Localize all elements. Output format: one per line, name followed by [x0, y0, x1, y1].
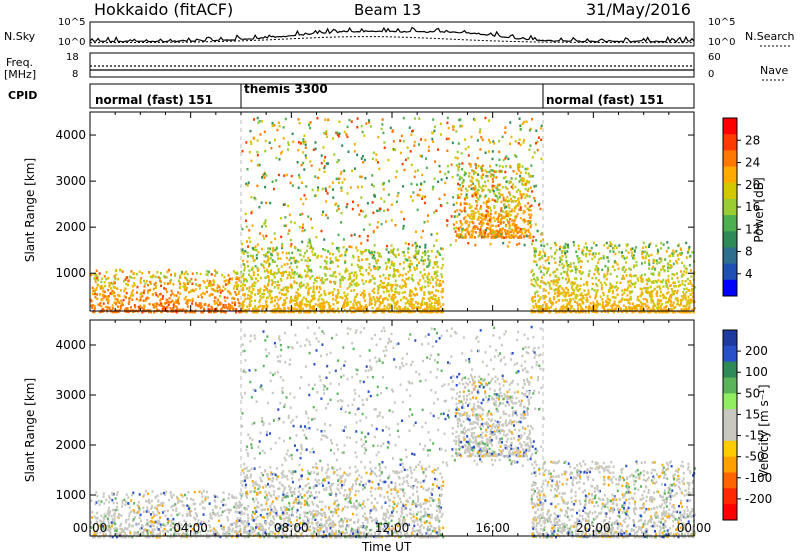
velocity-colorbar-swatch: [723, 330, 737, 347]
freq-axis-top: 18: [66, 52, 79, 63]
power-colorbar-swatch: [723, 166, 737, 184]
velocity-colorbar-tick-label: 50: [745, 386, 760, 400]
nsearch-axis-top: 10^5: [708, 17, 736, 28]
velocity-colorbar-tick-label: -50: [745, 450, 765, 464]
power-colorbar-swatch: [723, 215, 737, 232]
nsky-axis-bottom: 10^0: [58, 37, 86, 48]
power-colorbar-tick-label: 12: [745, 222, 760, 236]
freq-label: Freq.: [6, 56, 34, 69]
x-tick-label: 04:00: [173, 521, 208, 535]
power-colorbar-swatch: [723, 118, 737, 135]
date-title: 31/May/2016: [586, 0, 691, 19]
nsky-label: N.Sky: [4, 30, 36, 43]
power-colorbar-tick-label: 4: [745, 267, 753, 281]
cpid-label: CPID: [8, 89, 38, 102]
power-scatter: [90, 116, 696, 314]
velocity-colorbar-swatch: [723, 504, 737, 521]
nave-label: Nave: [760, 64, 789, 77]
x-tick-label: 20:00: [576, 521, 611, 535]
station-title: Hokkaido (fitACF): [94, 0, 234, 19]
velocity-colorbar-tick-label: 100: [745, 365, 768, 379]
y-tick-label: 1000: [55, 266, 86, 280]
velocity-colorbar-swatch: [723, 393, 737, 410]
velocity-colorbar-swatch: [723, 377, 737, 394]
power-colorbar-tick-label: 16: [745, 200, 760, 214]
y-tick-label: 2000: [55, 438, 86, 452]
x-tick-label: 08:00: [274, 521, 309, 535]
velocity-colorbar-swatch: [723, 361, 737, 378]
x-tick-label: 00:00: [73, 521, 108, 535]
velocity-colorbar-tick-label: -15: [745, 429, 765, 443]
y-tick-label: 4000: [55, 338, 86, 352]
y-tick-label: 1000: [55, 488, 86, 502]
velocity-colorbar-swatch: [723, 472, 737, 489]
velocity-colorbar-tick-label: 200: [745, 344, 768, 358]
nave-axis-bottom: 0: [708, 69, 715, 80]
x-tick-label: 16:00: [475, 521, 510, 535]
nsearch-label: N.Search: [745, 30, 795, 43]
cpid-panel-frame: [89, 83, 695, 109]
freq-unit-label: [MHz]: [4, 68, 37, 81]
power-colorbar-swatch: [723, 182, 737, 200]
nsearch-axis-bottom: 10^0: [708, 37, 736, 48]
velocity-colorbar-swatch: [723, 425, 737, 442]
power-colorbar-swatch: [723, 198, 737, 216]
velocity-colorbar-swatch: [723, 345, 737, 363]
y-tick-label: 3000: [55, 388, 86, 402]
power-colorbar-swatch: [723, 263, 737, 281]
power-colorbar-tick-label: 20: [745, 178, 760, 192]
velocity-colorbar-tick-label: 15: [745, 407, 760, 421]
panel-frame-1: [89, 111, 695, 312]
velocity-colorbar-swatch: [723, 456, 737, 473]
velocity-colorbar-frame: [722, 329, 738, 521]
velocity-colorbar-swatch: [723, 440, 737, 458]
freq-panel-frame: [89, 52, 695, 78]
cpid-segment-2: themis 3300: [244, 82, 328, 96]
freq-axis-bottom: 8: [72, 69, 79, 80]
y-tick-label: 3000: [55, 174, 86, 188]
x-axis-label: Time UT: [362, 540, 412, 554]
power-colorbar-swatch: [723, 231, 737, 248]
velocity-scatter: [90, 325, 696, 539]
power-colorbar-swatch: [723, 279, 737, 297]
nave-axis-top: 60: [708, 52, 721, 63]
power-colorbar-swatch: [723, 134, 737, 151]
beam-title: Beam 13: [354, 1, 422, 19]
nsearch-series-line: [90, 36, 694, 44]
nsky-panel-frame: [89, 21, 695, 47]
nsky-series-line: [89, 26, 695, 43]
power-colorbar-tick-label: 8: [745, 245, 753, 259]
cpid-segment-1: normal (fast) 151: [95, 93, 213, 107]
velocity-colorbar-swatch: [723, 488, 737, 505]
velocity-colorbar-swatch: [723, 409, 737, 426]
y-tick-label: 4000: [55, 128, 86, 142]
y-tick-label: 2000: [55, 220, 86, 234]
x-tick-label: 12:00: [375, 521, 410, 535]
power-colorbar-swatch: [723, 247, 737, 265]
velocity-colorbar-tick-label: -100: [745, 471, 772, 485]
x-tick-label: 00:00: [677, 521, 712, 535]
power-colorbar-swatch: [723, 150, 737, 168]
power-colorbar-tick-label: 24: [745, 156, 760, 170]
nsky-axis-top: 10^5: [58, 17, 86, 28]
velocity-colorbar-tick-label: -200: [745, 492, 772, 506]
power-colorbar-tick-label: 28: [745, 133, 760, 147]
cpid-segment-3: normal (fast) 151: [546, 93, 664, 107]
